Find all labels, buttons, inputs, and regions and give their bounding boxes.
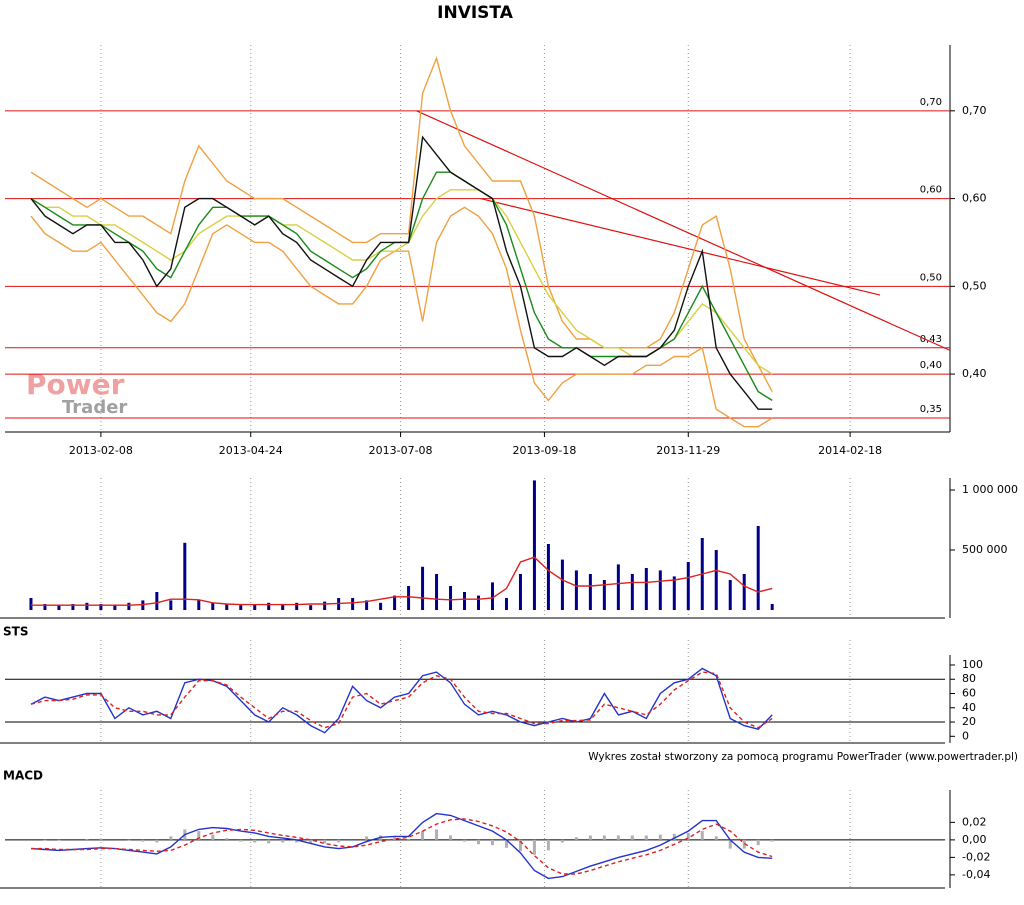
volume-bar (155, 592, 159, 610)
y-tick-label: 0,40 (962, 367, 987, 380)
volume-bar (602, 580, 606, 610)
level-label: 0,43 (920, 334, 942, 345)
volume-bar (225, 604, 229, 610)
volume-bar (183, 542, 187, 610)
volume-bar (532, 480, 536, 610)
volume-bar (756, 526, 760, 610)
volume-bar (29, 598, 33, 610)
volume-bar (588, 574, 592, 610)
volume-bar (71, 604, 75, 610)
volume-bar (728, 580, 732, 610)
x-tick-label: 2013-11-29 (656, 444, 720, 457)
y-tick-label: 0,00 (962, 833, 987, 846)
volume-bar (421, 566, 425, 610)
series-line (30, 667, 773, 734)
volume-bar (169, 600, 173, 610)
x-tick-label: 2014-02-18 (818, 444, 882, 457)
logo: Power (26, 368, 125, 401)
volume-bar (267, 602, 271, 610)
volume-bar (197, 600, 201, 610)
chart-title: INVISTA (437, 3, 514, 23)
logo: Trader (62, 397, 127, 418)
y-tick-label: 0,60 (962, 192, 987, 205)
x-tick-label: 2013-07-08 (369, 444, 433, 457)
level-label: 0,60 (920, 185, 942, 196)
volume-bar (686, 562, 690, 610)
series-line (31, 556, 773, 606)
volume-bar (99, 604, 103, 610)
x-tick-label: 2013-02-08 (69, 444, 133, 457)
series-line (31, 818, 773, 875)
level-label: 0,40 (920, 360, 942, 371)
volume-bar (435, 574, 439, 610)
y-tick-label: 0 (962, 729, 969, 742)
volume-bar (672, 576, 676, 610)
y-tick-label: 100 (962, 658, 983, 671)
volume-bar (57, 605, 61, 610)
volume-bar (616, 564, 620, 610)
panel-title: STS (3, 625, 28, 639)
y-tick-label: 0,70 (962, 104, 987, 117)
volume-bar (323, 601, 327, 610)
volume-bar (714, 550, 718, 610)
volume-bar (644, 568, 648, 610)
volume-bar (476, 595, 480, 610)
series-line (30, 55, 773, 392)
series-line (30, 812, 773, 880)
y-tick-label: 0,02 (962, 815, 987, 828)
volume-bar (407, 586, 411, 610)
x-tick-label: 2013-09-18 (512, 444, 576, 457)
volume-bar (393, 595, 397, 610)
volume-bar (546, 544, 550, 610)
y-tick-label: -0,04 (962, 868, 990, 881)
volume-bar (239, 605, 243, 610)
level-label: 0,70 (920, 97, 942, 108)
volume-bar (742, 574, 746, 610)
level-label: 0,35 (920, 404, 942, 415)
volume-bar (518, 574, 522, 610)
volume-bar (309, 605, 313, 610)
volume-bar (351, 598, 355, 610)
volume-bar (365, 600, 369, 610)
volume-bar (85, 602, 89, 610)
trend-line (416, 110, 951, 351)
volume-bar (463, 592, 467, 610)
y-tick-label: 80 (962, 672, 976, 685)
trend-line (480, 197, 881, 296)
volume-bar (630, 574, 634, 610)
x-tick-label: 2013-04-24 (219, 444, 283, 457)
volume-bar (379, 602, 383, 610)
series-line (30, 671, 773, 729)
volume-bar (560, 559, 564, 610)
volume-bar (43, 604, 47, 610)
y-tick-label: -0,02 (962, 850, 990, 863)
volume-bar (253, 604, 257, 610)
y-tick-label: 20 (962, 715, 976, 728)
y-tick-label: 500 000 (962, 543, 1008, 556)
volume-bar (113, 605, 117, 610)
y-tick-label: 60 (962, 687, 976, 700)
panel-title: MACD (3, 769, 43, 783)
series-line (30, 135, 773, 410)
volume-bar (504, 598, 508, 610)
y-tick-label: 0,50 (962, 279, 987, 292)
level-label: 0,50 (920, 272, 942, 283)
volume-bar (211, 602, 215, 610)
volume-bar (574, 570, 578, 610)
volume-bar (658, 570, 662, 610)
volume-bar (490, 582, 494, 610)
volume-bar (281, 604, 285, 610)
volume-bar (295, 602, 299, 610)
volume-bar (127, 602, 131, 610)
volume-bar (449, 586, 453, 610)
footer: Wykres został stworzony za pomocą progra… (588, 751, 1018, 763)
volume-bar (770, 604, 774, 610)
y-tick-label: 1 000 000 (962, 483, 1018, 496)
y-tick-label: 40 (962, 701, 976, 714)
series-line (30, 206, 773, 428)
